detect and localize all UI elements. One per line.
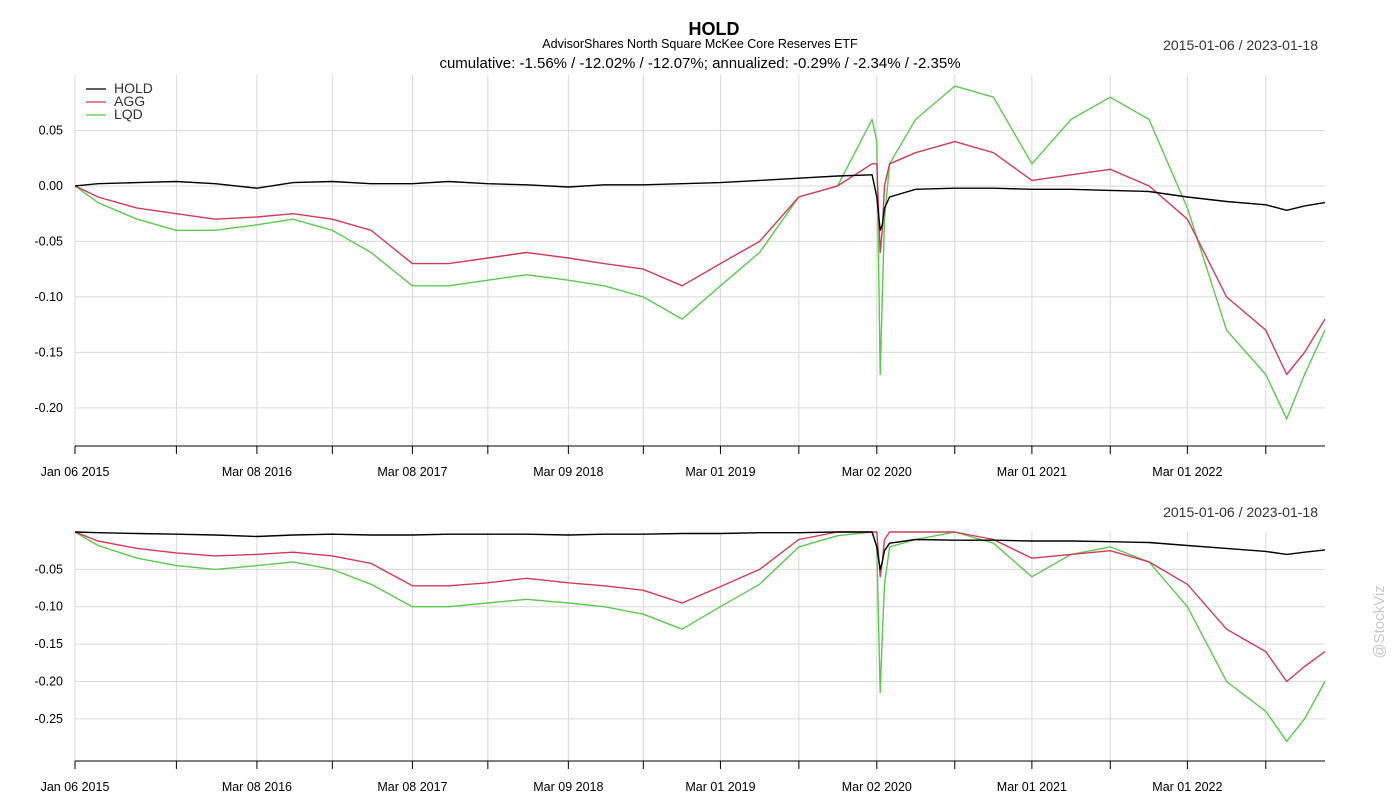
top-x-tick-label: Mar 09 2018: [533, 465, 603, 479]
drawdown-panel: -0.05 -0.10 -0.15 -0.20 -0.25 Jan 06 2015 Mar …: [35, 531, 1326, 794]
legend-label-lqd: LQD: [114, 106, 143, 122]
chart-stats: cumulative: -1.56% / -12.02% / -12.07%; …: [439, 55, 960, 72]
legend-label-agg: AGG: [114, 93, 145, 109]
chart-subtitle: AdvisorShares North Square McKee Core Re…: [542, 37, 858, 51]
bottom-x-tick-label: Mar 01 2021: [997, 780, 1067, 794]
bottom-x-tick-label: Mar 09 2018: [533, 780, 603, 794]
bottom-y-tick-label: -0.10: [35, 600, 64, 614]
top-y-tick-label: -0.10: [35, 290, 64, 304]
top-series-lqd: [74, 85, 1326, 420]
bottom-x-tick-label: Mar 01 2022: [1152, 780, 1222, 794]
top-y-tick-label: -0.05: [35, 234, 64, 248]
top-x-tick-label: Mar 08 2017: [377, 465, 447, 479]
top-y-tick-label: -0.20: [35, 401, 64, 415]
bottom-x-tick-label: Jan 06 2015: [41, 780, 110, 794]
chart-title: HOLD: [689, 19, 740, 39]
bottom-y-tick-label: -0.25: [35, 712, 64, 726]
top-x-tick-label: Mar 02 2020: [842, 465, 912, 479]
bottom-y-tick-label: -0.05: [35, 562, 64, 576]
bottom-series-lqd: [74, 531, 1326, 742]
top-series-hold: [74, 174, 1326, 232]
top-series-agg: [74, 140, 1326, 376]
top-y-tick-label: 0.00: [39, 179, 63, 193]
bottom-series-hold: [74, 531, 1326, 571]
top-x-tick-label: Mar 01 2019: [685, 465, 755, 479]
cumulative-panel: 0.05 0.00 -0.05 -0.10 -0.15 -0.20 Jan 06 2015 M…: [35, 75, 1326, 479]
bottom-x-tick-label: Mar 08 2016: [222, 780, 292, 794]
legend-label-hold: HOLD: [114, 80, 153, 96]
bottom-y-tick-label: -0.15: [35, 637, 64, 651]
watermark: @StockViz: [1371, 585, 1388, 658]
bottom-x-tick-label: Mar 01 2019: [685, 780, 755, 794]
bottom-panel-date-range: 2015-01-06 / 2023-01-18: [1163, 504, 1318, 520]
bottom-x-tick-label: Mar 02 2020: [842, 780, 912, 794]
bottom-series-agg: [74, 531, 1326, 683]
top-x-tick-label: Jan 06 2015: [41, 465, 110, 479]
top-panel-date-range: 2015-01-06 / 2023-01-18: [1163, 37, 1318, 53]
top-x-tick-label: Mar 01 2022: [1152, 465, 1222, 479]
legend: HOLD AGG LQD: [86, 80, 153, 122]
top-y-tick-label: 0.05: [39, 123, 63, 137]
bottom-x-tick-label: Mar 08 2017: [377, 780, 447, 794]
top-x-tick-label: Mar 08 2016: [222, 465, 292, 479]
bottom-y-tick-label: -0.20: [35, 674, 64, 688]
top-y-tick-label: -0.15: [35, 345, 64, 359]
top-x-tick-label: Mar 01 2021: [997, 465, 1067, 479]
